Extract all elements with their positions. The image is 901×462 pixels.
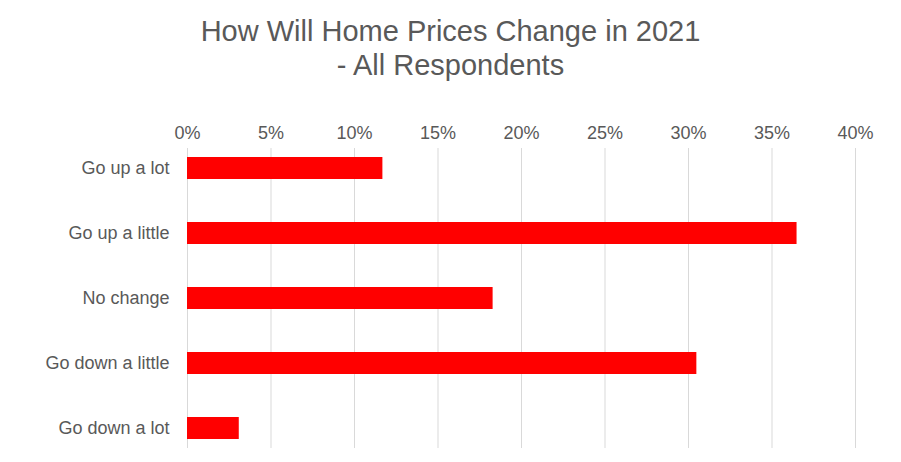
svg-text:25%: 25% — [587, 123, 623, 143]
svg-text:Go down a little: Go down a little — [45, 353, 169, 373]
svg-text:5%: 5% — [258, 123, 284, 143]
svg-text:Go up a little: Go up a little — [68, 223, 169, 243]
html-text:- All Respondents: - All Respondents — [336, 49, 565, 81]
svg-text:40%: 40% — [837, 123, 873, 143]
svg-text:15%: 15% — [420, 123, 456, 143]
svg-text:Go up a lot: Go up a lot — [81, 158, 169, 178]
svg-text:0%: 0% — [174, 123, 200, 143]
svg-text:Go down a lot: Go down a lot — [58, 418, 169, 438]
svg-text:30%: 30% — [670, 123, 706, 143]
svg-text:No change: No change — [82, 288, 169, 308]
html-text:How Will Home Prices Change in: How Will Home Prices Change in 2021 — [200, 15, 701, 47]
svg-text:10%: 10% — [336, 123, 372, 143]
svg-text:20%: 20% — [503, 123, 539, 143]
svg-text:35%: 35% — [754, 123, 790, 143]
